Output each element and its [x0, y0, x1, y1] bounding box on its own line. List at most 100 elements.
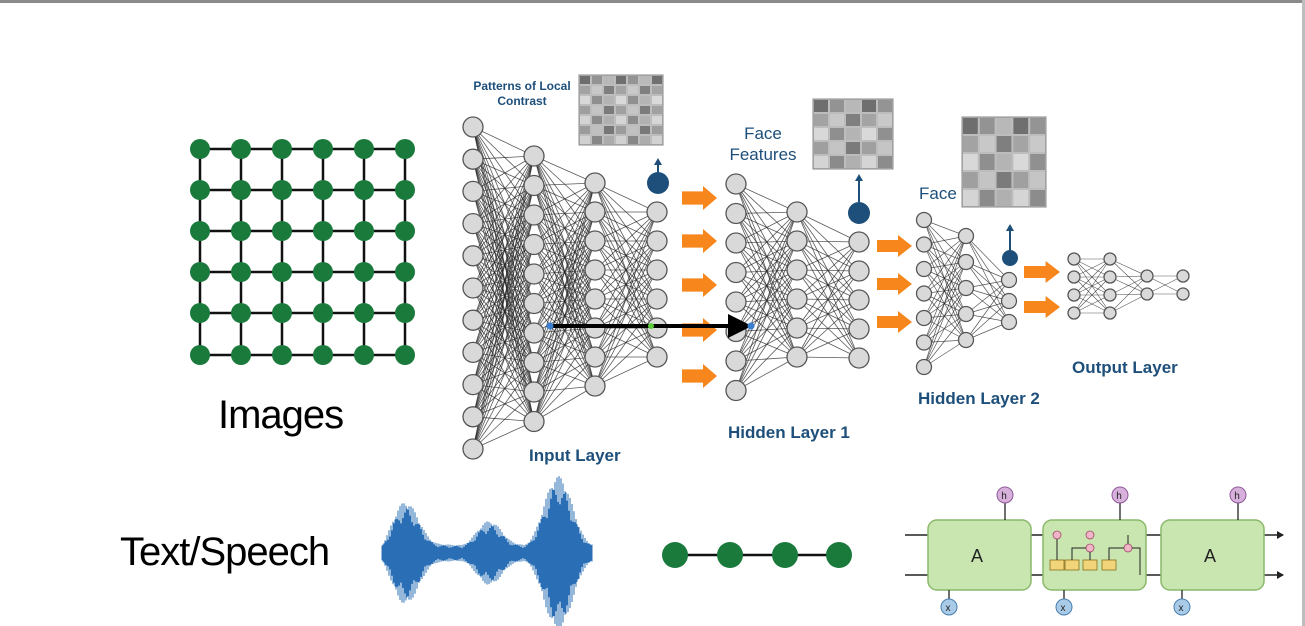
connection-line: [472, 191, 535, 334]
face-feature-output-node-arrowhead: [855, 174, 863, 181]
local-contrast-thumbnail-cell: [652, 106, 662, 114]
connection-line: [472, 155, 535, 450]
connection-line: [472, 303, 535, 450]
neuron: [1067, 252, 1081, 266]
feature-output-node: [647, 172, 669, 194]
faces-thumbnail-cell: [996, 172, 1012, 188]
face-features-thumbnail-cell: [862, 156, 876, 168]
sequence-chain: [662, 542, 852, 568]
local-contrast-thumbnail-cell: [616, 126, 626, 134]
local-contrast-thumbnail-cell: [652, 96, 662, 104]
neuron: [957, 253, 975, 271]
connection-line: [472, 319, 535, 363]
connection-line: [472, 126, 535, 186]
connection-line: [1109, 275, 1148, 296]
grid-node: [272, 180, 292, 200]
neuron: [646, 259, 668, 281]
neuron: [646, 201, 668, 223]
connection-line: [472, 273, 535, 321]
orange-arrow: [877, 235, 912, 257]
neuron: [786, 346, 808, 368]
local-contrast-thumbnail-cell: [580, 126, 590, 134]
local-contrast-thumbnail-cell: [616, 96, 626, 104]
neuron: [584, 375, 606, 397]
grid-node: [231, 139, 251, 159]
neuron: [915, 285, 933, 302]
faces-thumbnail-cell: [996, 136, 1012, 152]
connection-line: [1146, 275, 1184, 295]
neuron: [584, 230, 606, 252]
neuron: [957, 331, 975, 349]
neuron: [462, 116, 484, 138]
face-features-thumbnail-cell: [878, 100, 892, 112]
local-contrast-thumbnail-cell: [604, 136, 614, 144]
orange-arrow: [682, 229, 717, 253]
patterns-label: Patterns of Local Contrast: [473, 79, 571, 108]
connection-line: [533, 327, 596, 422]
connection-line: [923, 244, 967, 315]
local-contrast-thumbnail-cell: [616, 136, 626, 144]
neuron: [462, 438, 484, 460]
faces-thumbnail-cell: [1030, 118, 1045, 134]
local-contrast-thumbnail-cell: [604, 76, 614, 84]
connection-line: [1073, 258, 1111, 278]
local-contrast-thumbnail-cell: [604, 106, 614, 114]
connection-line: [923, 261, 967, 368]
neuron: [584, 201, 606, 223]
faces-thumbnail-cell: [1013, 154, 1029, 170]
local-contrast-thumbnail-cell: [628, 126, 638, 134]
neuron: [957, 227, 975, 245]
orange-arrow: [682, 364, 717, 388]
connection-line: [472, 352, 535, 422]
connection-line: [472, 332, 535, 353]
local-contrast-thumbnail-cell: [640, 76, 650, 84]
sequence-node: [772, 542, 798, 568]
neuron: [957, 279, 975, 297]
grid-node: [313, 345, 333, 365]
local-contrast-thumbnail-cell: [580, 106, 590, 114]
connection-line: [472, 244, 535, 289]
faces-thumbnail-cell: [963, 172, 978, 188]
neuron: [523, 145, 545, 167]
connection-line: [472, 155, 535, 257]
neuron: [462, 309, 484, 331]
pointwise-op: [1085, 530, 1095, 540]
highlight-arrowhead: [728, 314, 752, 338]
connection-line: [472, 362, 535, 418]
connection-line: [533, 182, 596, 216]
connection-line: [472, 185, 535, 257]
connection-line: [735, 240, 798, 391]
connection-line: [472, 191, 535, 422]
grid-node: [231, 221, 251, 241]
gate-box: [1101, 559, 1117, 571]
sequence-node: [717, 542, 743, 568]
orange-arrow: [1024, 261, 1060, 283]
grid-node: [231, 180, 251, 200]
connection-line: [472, 223, 535, 275]
face-output-node-arrowhead: [1006, 224, 1014, 231]
connection-line: [472, 185, 535, 224]
grid-node: [272, 262, 292, 282]
faces-thumbnail-cell: [963, 190, 978, 206]
connection-line: [472, 303, 535, 353]
face-features-thumbnail-cell: [878, 128, 892, 140]
faces-thumbnail-cell: [996, 190, 1012, 206]
face-features-thumbnail-cell: [830, 128, 844, 140]
grid-node: [395, 221, 415, 241]
grid-node: [313, 303, 333, 323]
waveform-path: [381, 476, 593, 626]
neuron: [786, 259, 808, 281]
connection-line: [533, 385, 596, 422]
gate-box: [1049, 559, 1065, 571]
local-contrast-thumbnail-cell: [652, 86, 662, 94]
grid-node: [395, 262, 415, 282]
grid-node: [231, 262, 251, 282]
connection-line: [472, 384, 535, 422]
connection-line: [735, 211, 798, 332]
neuron: [523, 351, 545, 374]
face-features-thumbnail-cell: [830, 114, 844, 126]
output-layer-label: Output Layer: [1072, 358, 1178, 377]
output-label: h: [1234, 491, 1240, 502]
